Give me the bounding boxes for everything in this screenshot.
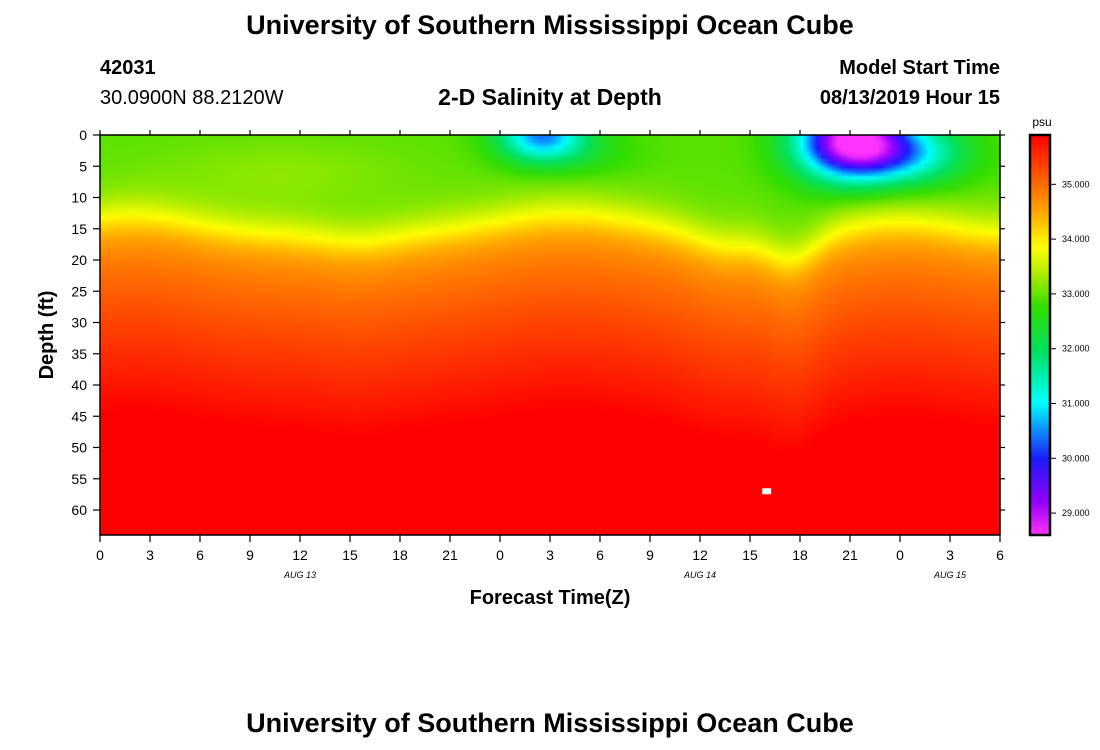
colorbar-tick-label: 34.000: [1062, 234, 1090, 244]
y-tick-label: 40: [71, 377, 87, 393]
y-tick-label: 35: [71, 346, 87, 362]
x-tick-label: 21: [842, 547, 858, 563]
model-start-label: Model Start Time: [839, 57, 1000, 79]
x-axis: 0 3 6 9 12 15 18 21 0 3 6 9 12 15 18 21 0 3 6 AUG 13 AUG 14 A…: [96, 130, 1004, 580]
x-tick-label: 3: [946, 547, 954, 563]
colorbar: [1028, 133, 1052, 537]
x-tick-label: 12: [692, 547, 708, 563]
y-tick-label: 60: [71, 502, 87, 518]
x-tick-label: 0: [896, 547, 904, 563]
y-tick-label: 5: [79, 158, 87, 174]
x-tick-label: 3: [146, 547, 154, 563]
x-tick-label: 18: [792, 547, 808, 563]
colorbar-tick-label: 31.000: [1062, 398, 1090, 408]
x-tick-label: 6: [996, 547, 1004, 563]
x-tick-label: 12: [292, 547, 308, 563]
colorbar-tick-label: 30.000: [1062, 453, 1090, 463]
data-marker: [762, 488, 772, 495]
colorbar-unit: psu: [1032, 115, 1051, 129]
x-tick-label: 3: [546, 547, 554, 563]
y-tick-label: 45: [71, 408, 87, 424]
y-tick-label: 30: [71, 315, 87, 331]
x-tick-label: 9: [246, 547, 254, 563]
y-axis: 0 5 10 15 20 25 30 35 40 45 50 55 60: [71, 127, 1005, 518]
x-tick-label: 0: [96, 547, 104, 563]
colorbar-tick-label: 29.000: [1062, 508, 1090, 518]
x-tick-label: 6: [596, 547, 604, 563]
colorbar-tick-label: 33.000: [1062, 289, 1090, 299]
y-tick-label: 50: [71, 440, 87, 456]
plot-title: 2-D Salinity at Depth: [438, 84, 662, 110]
x-tick-label: 18: [392, 547, 408, 563]
x-axis-label: Forecast Time(Z): [470, 587, 631, 609]
x-tick-label: 15: [342, 547, 358, 563]
station-id: 42031: [100, 57, 156, 79]
colorbar-tick-label: 32.000: [1062, 344, 1090, 354]
footer-title: University of Southern Mississippi Ocean…: [246, 708, 854, 738]
main-title: University of Southern Mississippi Ocean…: [246, 10, 854, 40]
y-tick-label: 20: [71, 252, 87, 268]
y-tick-label: 10: [71, 190, 87, 206]
y-tick-label: 0: [79, 127, 87, 143]
salinity-heatmap: [100, 135, 1000, 535]
y-tick-label: 15: [71, 221, 87, 237]
y-tick-label: 25: [71, 283, 87, 299]
x-tick-label: 15: [742, 547, 758, 563]
day-label: AUG 15: [933, 570, 967, 580]
y-axis-label: Depth (ft): [36, 291, 58, 380]
x-tick-label: 9: [646, 547, 654, 563]
y-tick-label: 55: [71, 471, 87, 487]
day-label: AUG 13: [283, 570, 316, 580]
colorbar-ticks: 35.000 34.000 33.000 32.000 31.000 30.000 29.0…: [1050, 179, 1090, 518]
colorbar-tick-label: 35.000: [1062, 179, 1090, 189]
x-tick-label: 0: [496, 547, 504, 563]
model-start-time: 08/13/2019 Hour 15: [819, 87, 1000, 109]
day-label: AUG 14: [683, 570, 716, 580]
station-coords: 30.0900N 88.2120W: [100, 87, 284, 109]
x-tick-label: 6: [196, 547, 204, 563]
x-tick-label: 21: [442, 547, 458, 563]
